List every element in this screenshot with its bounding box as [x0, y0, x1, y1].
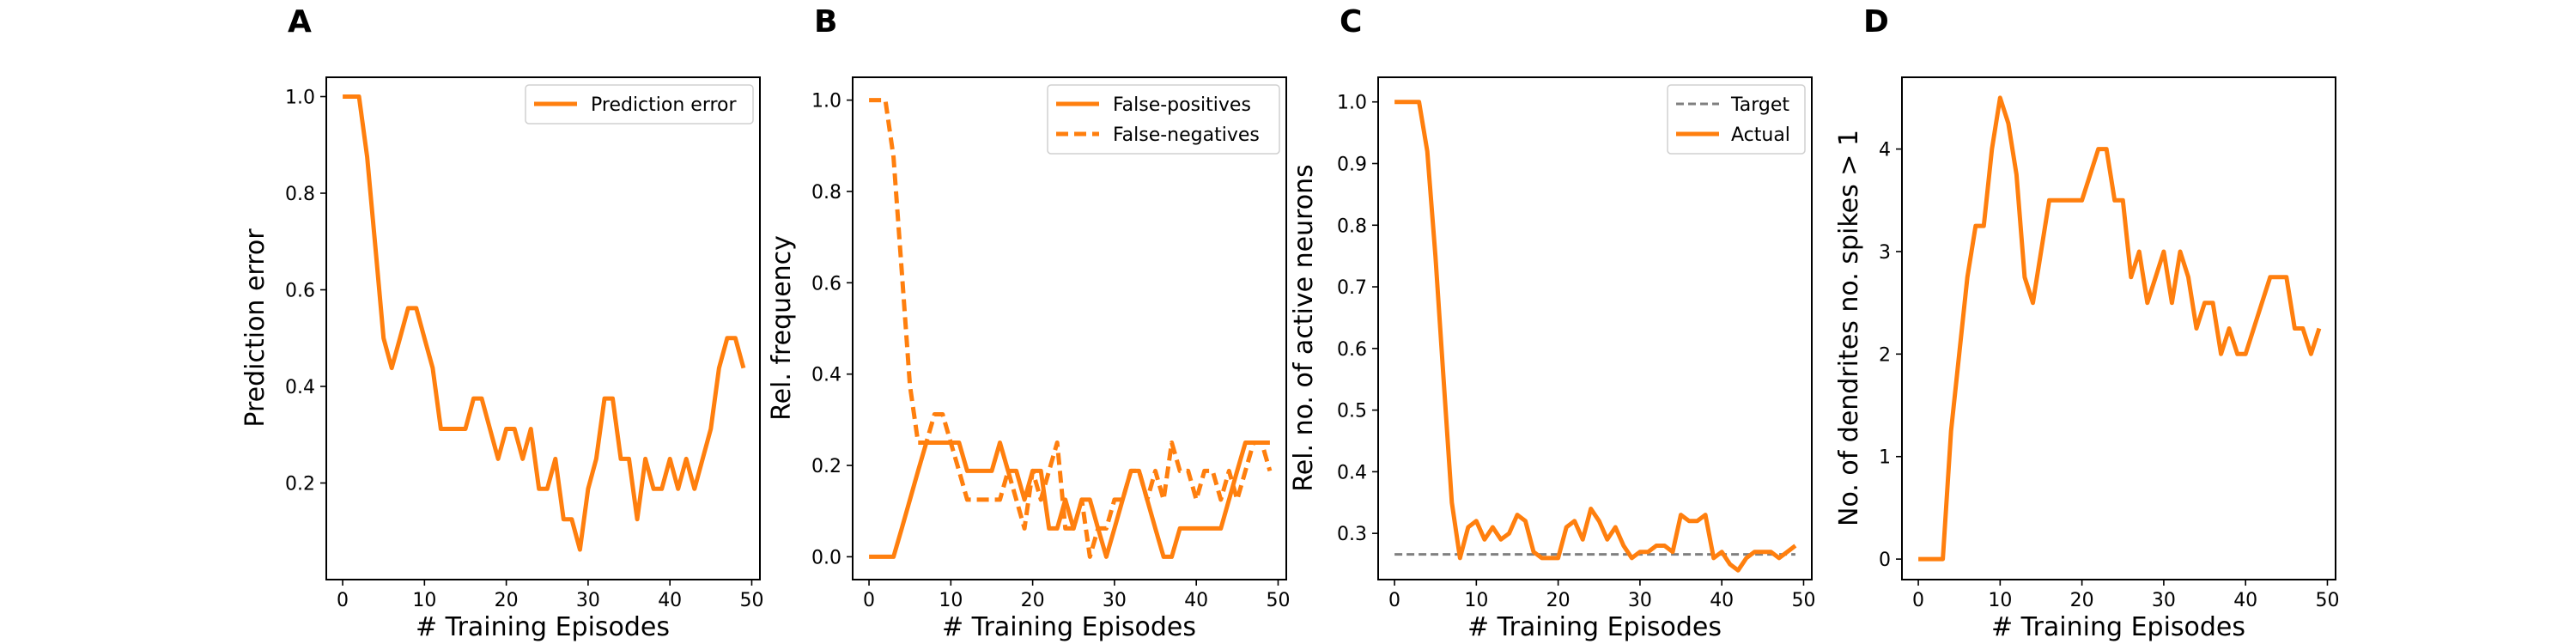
panel-letter-b: B	[814, 4, 837, 39]
x-tick-label-a-0: 0	[337, 590, 349, 611]
legend-label-target: Target	[1730, 94, 1789, 116]
y-tick-label-c-0: 0.3	[1337, 524, 1367, 545]
x-tick-label-c-10: 10	[1464, 590, 1488, 611]
y-axis-a: 0.2 0.4 0.6 0.8 1.0	[285, 88, 326, 495]
legend-label-actual: Actual	[1731, 125, 1790, 146]
x-axis-label-c: # Training Episodes	[1467, 612, 1722, 642]
y-tick-label-c-7: 1.0	[1337, 93, 1367, 114]
y-tick-label-c-2: 0.5	[1337, 401, 1367, 422]
series-line-d-0	[1918, 95, 2322, 562]
x-axis-c: 0 10 20 30 40 50	[1388, 580, 1815, 611]
y-axis-label-b: Rel. frequency	[767, 235, 797, 421]
x-axis-label-a: # Training Episodes	[416, 612, 670, 642]
x-tick-label-a-30: 30	[576, 590, 600, 611]
x-tick-label-b-30: 30	[1103, 590, 1127, 611]
series-line-a-prediction-error	[343, 94, 746, 552]
x-tick-label-d-50: 50	[2315, 590, 2339, 611]
plot-frame-c	[1377, 76, 1813, 580]
y-tick-label-c-4: 0.7	[1337, 277, 1367, 299]
series-layer-d	[1918, 95, 2322, 562]
y-tick-label-d-4: 4	[1879, 140, 1891, 161]
y-tick-label-a-1: 0.4	[285, 377, 315, 398]
y-tick-label-a-2: 0.6	[285, 281, 315, 302]
legend-box-c	[1667, 84, 1806, 155]
x-tick-label-d-20: 20	[2070, 590, 2094, 611]
y-axis-label-d: No. of dendrites no. spikes > 1	[1834, 130, 1864, 526]
panel-c: C 0 10 20 30 40 50 0.3 0.4 0.5 0.6 0.7 0.8 0.9 1.0 #…	[1289, 4, 1815, 642]
x-tick-label-b-10: 10	[939, 590, 963, 611]
y-axis-label-c: Rel. no. of active neurons	[1289, 164, 1319, 492]
legend-box-b	[1047, 84, 1280, 155]
plot-frame-b	[852, 76, 1287, 580]
x-tick-label-b-50: 50	[1266, 590, 1290, 611]
legend-c: Target Actual	[1667, 84, 1806, 155]
y-tick-label-a-4: 1.0	[285, 88, 315, 109]
legend-box-a	[525, 84, 754, 125]
series-layer-a	[343, 94, 746, 552]
x-tick-label-b-40: 40	[1184, 590, 1208, 611]
panel-letter-d: D	[1863, 4, 1889, 39]
series-line-b-false-positives	[869, 440, 1270, 559]
x-tick-label-b-0: 0	[863, 590, 875, 611]
y-tick-label-c-6: 0.9	[1337, 154, 1367, 175]
y-tick-label-c-1: 0.4	[1337, 462, 1367, 483]
panel-b: B 0 10 20 30 40 50 0.0 0.2 0.4 0.6 0.8 1.0 # Train…	[767, 4, 1290, 642]
y-axis-c: 0.3 0.4 0.5 0.6 0.7 0.8 0.9 1.0	[1337, 93, 1378, 545]
x-tick-label-a-40: 40	[658, 590, 682, 611]
y-tick-label-d-3: 3	[1879, 242, 1891, 264]
x-tick-label-b-20: 20	[1021, 590, 1045, 611]
x-tick-label-c-50: 50	[1791, 590, 1815, 611]
legend-label-false-positives: False-positives	[1113, 94, 1251, 116]
series-line-b-false-negatives	[869, 98, 1273, 559]
legend-b: False-positives False-negatives	[1047, 84, 1280, 155]
x-axis-a: 0 10 20 30 40 50	[337, 580, 763, 611]
x-tick-label-a-20: 20	[495, 590, 519, 611]
x-axis-label-d: # Training Episodes	[1991, 612, 2245, 642]
y-axis-b: 0.0 0.2 0.4 0.6 0.8 1.0	[811, 91, 853, 568]
y-tick-label-d-2: 2	[1879, 344, 1891, 366]
y-tick-label-d-0: 0	[1879, 550, 1891, 571]
y-axis-d: 0 1 2 3 4	[1879, 140, 1902, 571]
x-axis-b: 0 10 20 30 40 50	[863, 580, 1290, 611]
series-line-c-actual	[1394, 100, 1797, 573]
x-tick-label-c-20: 20	[1546, 590, 1571, 611]
legend-label-false-negatives: False-negatives	[1113, 125, 1260, 146]
series-layer-c	[1394, 100, 1797, 573]
x-tick-label-c-40: 40	[1710, 590, 1734, 611]
y-tick-label-d-1: 1	[1879, 447, 1891, 469]
panel-a: A 0 10 20 30 40 50 0.2 0.4 0.6 0.8 1.0 # Training…	[240, 4, 763, 642]
y-tick-label-a-3: 0.8	[285, 184, 315, 205]
y-tick-label-c-3: 0.6	[1337, 339, 1367, 361]
x-tick-label-c-30: 30	[1628, 590, 1652, 611]
x-tick-label-d-10: 10	[1988, 590, 2012, 611]
y-tick-label-b-4: 0.8	[811, 182, 841, 204]
y-tick-label-a-0: 0.2	[285, 474, 315, 495]
x-axis-d: 0 10 20 30 40 50	[1912, 580, 2339, 611]
legend-a: Prediction error	[525, 84, 754, 125]
x-tick-label-a-10: 10	[412, 590, 436, 611]
x-tick-label-d-0: 0	[1912, 590, 1924, 611]
plot-frame-d	[1901, 76, 2336, 580]
y-tick-label-b-1: 0.2	[811, 456, 841, 477]
x-axis-label-b: # Training Episodes	[942, 612, 1196, 642]
x-tick-label-a-50: 50	[739, 590, 763, 611]
x-tick-label-d-30: 30	[2152, 590, 2176, 611]
panel-letter-c: C	[1340, 4, 1362, 39]
y-tick-label-c-5: 0.8	[1337, 216, 1367, 237]
plot-frame-a	[325, 76, 761, 580]
x-tick-label-c-0: 0	[1388, 590, 1400, 611]
legend-label-prediction-error: Prediction error	[591, 94, 737, 116]
y-axis-label-a: Prediction error	[240, 228, 270, 428]
panel-letter-a: A	[288, 4, 312, 39]
y-tick-label-b-2: 0.4	[811, 365, 841, 386]
y-tick-label-b-3: 0.6	[811, 273, 841, 295]
y-tick-label-b-0: 0.0	[811, 547, 841, 568]
series-layer-b	[869, 98, 1273, 559]
y-tick-label-b-5: 1.0	[811, 91, 841, 112]
x-tick-label-d-40: 40	[2233, 590, 2257, 611]
